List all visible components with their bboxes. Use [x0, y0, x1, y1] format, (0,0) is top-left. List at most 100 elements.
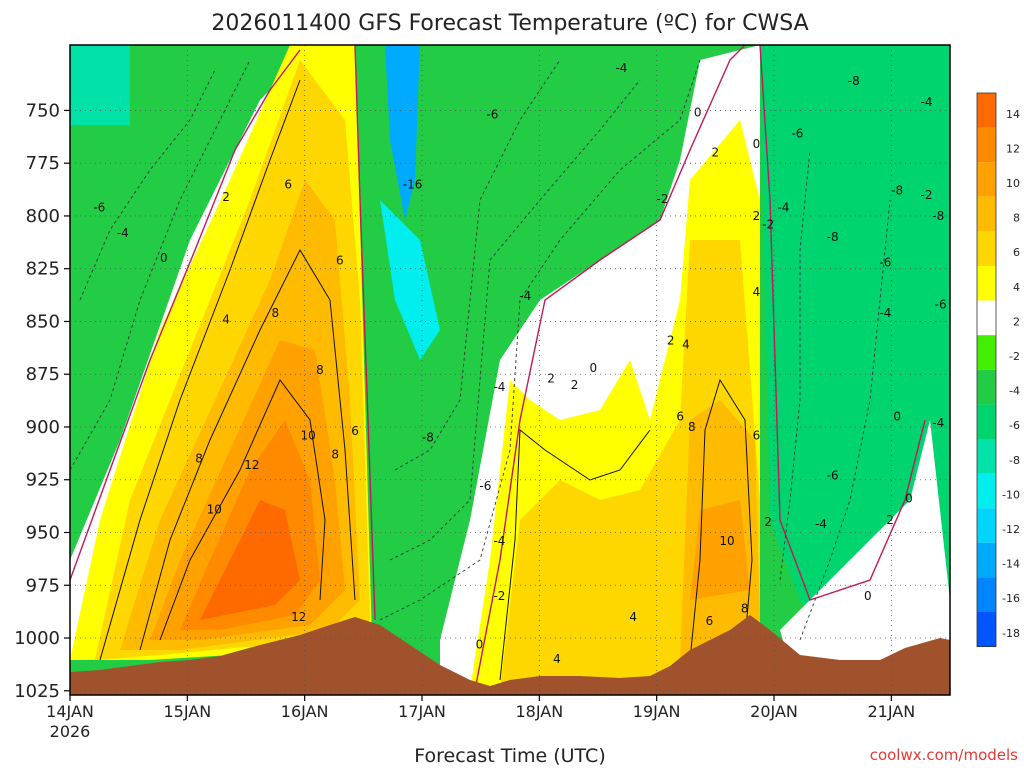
x-tick-label: 16JAN	[281, 702, 329, 721]
contour-freezing-line-2	[354, 45, 376, 621]
colorbar-label: -16	[1002, 592, 1020, 605]
contour-label: 0	[893, 409, 901, 423]
contour-freezing-line-1	[70, 49, 301, 581]
contour-label: 8	[331, 447, 339, 461]
contour-label: 12	[244, 458, 259, 472]
colorbar-label: 12	[1006, 142, 1020, 155]
colorbar-label: 14	[1006, 108, 1020, 121]
contour-label: 4	[553, 652, 561, 666]
temperature-fill	[70, 45, 950, 695]
contour-label: 8	[688, 420, 696, 434]
colorbar-label: 10	[1006, 177, 1020, 190]
colorbar-swatch	[977, 508, 996, 543]
colorbar-label: -12	[1002, 523, 1020, 536]
contour-label: 2	[764, 515, 772, 529]
fill-cold-core-16	[385, 45, 420, 220]
y-tick-label: 825	[26, 259, 60, 280]
contour-label: 6	[676, 409, 684, 423]
contour-label: -2	[657, 192, 669, 206]
y-tick-label: 850	[26, 311, 60, 332]
colorbar-swatch	[977, 300, 996, 336]
contour-label: -8	[891, 184, 903, 198]
contour-label: -4	[879, 306, 891, 320]
contour-label: -4	[777, 201, 789, 215]
colorbar-label: -10	[1002, 488, 1020, 501]
contour-label: 8	[272, 306, 280, 320]
contour-label: 0	[476, 637, 484, 651]
contour-label: 0	[753, 137, 761, 151]
contour-label: -4	[615, 61, 627, 75]
colorbar-swatch	[977, 369, 996, 405]
colorbar-label: -14	[1002, 558, 1020, 571]
colorbar-swatch	[977, 612, 996, 647]
contour-label: 2	[712, 146, 720, 160]
x-tick-label: 18JAN	[515, 702, 563, 721]
contour-label: 6	[706, 614, 714, 628]
contour-label: -8	[848, 74, 860, 88]
colorbar-swatch	[977, 266, 996, 301]
x-tick-label: 14JAN	[46, 702, 94, 721]
contour-dashed-3	[379, 59, 701, 621]
y-tick-label: 750	[26, 100, 60, 121]
contour-label: 4	[753, 285, 761, 299]
colorbar-swatch	[977, 127, 996, 163]
contour-label: -8	[422, 431, 434, 445]
colorbar-label: -2	[1009, 350, 1020, 363]
contour-dashed-4	[389, 79, 641, 561]
contour-label: -2	[762, 217, 774, 231]
contour-label: 0	[160, 251, 168, 265]
y-tick-label: 925	[26, 470, 60, 491]
contours	[70, 45, 926, 691]
contour-label: 2	[667, 333, 675, 347]
x-tick-label: 19JAN	[633, 702, 681, 721]
contour-label: 2	[571, 378, 579, 392]
colorbar-swatch	[977, 335, 996, 370]
y-tick-label: 800	[26, 206, 60, 227]
y-tick-label: 950	[26, 523, 60, 544]
colorbar-swatch	[977, 542, 996, 578]
colorbar-label: -8	[1009, 454, 1020, 467]
chart-title: 2026011400 GFS Forecast Temperature (ºC)…	[211, 11, 808, 36]
contour-solid-2	[139, 248, 356, 651]
x-tick-label: 21JAN	[867, 702, 915, 721]
colorbar-label: -18	[1002, 627, 1020, 640]
colorbar-swatch	[977, 439, 996, 474]
colorbar-label: 2	[1013, 315, 1020, 328]
contour-label: 6	[753, 428, 761, 442]
contour-label: 2	[753, 209, 761, 223]
colorbar-swatch	[977, 473, 996, 509]
contour-label: 2	[222, 190, 230, 204]
fill-white-right	[780, 420, 950, 695]
contour-label: -6	[879, 255, 891, 269]
contour-label: -6	[93, 201, 105, 215]
contour-label: 4	[682, 338, 690, 352]
colorbar-label: 6	[1013, 246, 1020, 259]
contour-label: 4	[222, 312, 230, 326]
x-axis-title: Forecast Time (UTC)	[414, 745, 605, 767]
contour-freezing-line-4	[759, 45, 926, 601]
y-tick-label: 975	[26, 575, 60, 596]
y-tick-label: 1000	[14, 628, 60, 649]
contour-label: -8	[827, 230, 839, 244]
x-tick-label: 17JAN	[398, 702, 446, 721]
contour-label: 6	[284, 177, 292, 191]
contour-label: 10	[719, 534, 734, 548]
contour-label: 0	[694, 106, 702, 120]
contour-label: 10	[207, 502, 222, 516]
colorbar-swatch	[977, 231, 996, 266]
colorbar-label: -4	[1009, 385, 1020, 398]
x-tick-label: 20JAN	[750, 702, 798, 721]
colorbar: 14 12 10 8 6 4 2 -2 -4 -6 -8 -10 -12 -14 -16 -18	[976, 92, 1020, 647]
colorbar-swatch	[977, 162, 996, 197]
contour-dashed-5	[394, 59, 561, 471]
contour-dashed-1	[70, 59, 251, 471]
contour-dashed-6	[799, 199, 891, 641]
x-tick-year: 2026	[50, 722, 91, 741]
contour-solid-4	[689, 378, 753, 661]
contour-label: 8	[195, 452, 203, 466]
fill-warm-region-1f	[200, 500, 300, 620]
contour-label: -6	[479, 479, 491, 493]
contour-label: -4	[932, 416, 944, 430]
contour-label: -4	[493, 534, 505, 548]
colorbar-swatch	[977, 404, 996, 439]
